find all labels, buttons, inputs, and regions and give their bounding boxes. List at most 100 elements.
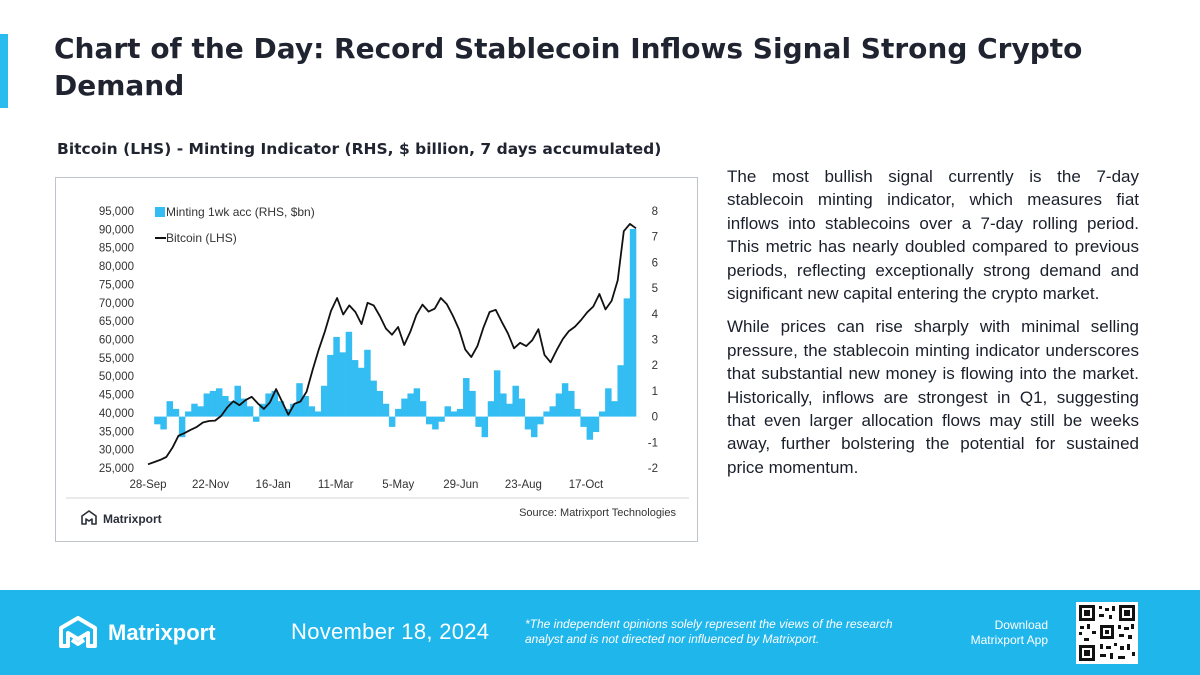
footer-brand: Matrixport — [108, 620, 216, 645]
commentary: The most bullish signal currently is the… — [727, 165, 1139, 489]
download-app-link[interactable]: Download Matrixport App — [970, 618, 1048, 647]
chart-matrixport-logo-icon — [81, 510, 97, 525]
minting-bar — [253, 416, 260, 422]
y-right-tick-label: 5 — [652, 283, 658, 295]
minting-bar — [395, 408, 402, 417]
minting-bar — [475, 416, 482, 427]
minting-bar — [456, 408, 464, 417]
minting-bar — [222, 396, 229, 417]
minting-bar — [518, 398, 526, 417]
x-tick-label: 28-Sep — [129, 479, 166, 491]
minting-bar — [605, 388, 612, 417]
y-left-tick-label: 50,000 — [99, 371, 134, 383]
minting-bar — [277, 401, 285, 417]
minting-bar — [191, 403, 198, 417]
minting-bar — [154, 416, 161, 425]
minting-bar — [185, 411, 192, 417]
minting-bar — [555, 393, 563, 417]
minting-bar — [370, 380, 377, 417]
matrixport-logo-icon — [59, 616, 97, 648]
minting-bar — [160, 416, 167, 430]
minting-bar — [388, 416, 396, 427]
minting-bar — [364, 349, 371, 417]
legend-minting-label: Minting 1wk acc (RHS, $bn) — [166, 205, 315, 219]
y-right-tick-label: 4 — [652, 309, 659, 321]
minting-bar — [543, 411, 550, 417]
minting-bar — [568, 390, 575, 417]
minting-bar — [463, 378, 470, 417]
minting-bar — [574, 408, 581, 417]
y-right-tick-label: -1 — [648, 437, 658, 449]
minting-bar — [561, 383, 569, 417]
x-tick-label: 29-Jun — [443, 479, 478, 491]
minting-bar — [178, 416, 186, 438]
minting-bar — [302, 396, 309, 417]
minting-bar — [382, 403, 390, 417]
minting-bar — [320, 385, 328, 417]
minting-bar — [166, 401, 174, 417]
y-right-tick-label: 8 — [652, 206, 658, 218]
minting-bar — [500, 393, 507, 417]
chart-source-label: Source: Matrixport Technologies — [519, 507, 676, 519]
minting-bar — [351, 360, 359, 417]
minting-bar — [308, 406, 316, 417]
minting-bar — [469, 390, 476, 417]
minting-bar — [358, 367, 365, 417]
minting-bar — [580, 416, 587, 427]
minting-bar — [401, 398, 408, 417]
y-left-tick-label: 70,000 — [99, 298, 134, 310]
y-right-tick-label: -2 — [648, 463, 658, 475]
minting-bar — [623, 298, 631, 417]
y-left-tick-label: 35,000 — [99, 426, 134, 438]
minting-bar — [487, 401, 495, 417]
y-left-tick-label: 30,000 — [99, 445, 134, 457]
minting-bar — [617, 365, 624, 417]
y-left-tick-label: 45,000 — [99, 390, 134, 402]
y-left-tick-label: 60,000 — [99, 335, 134, 347]
y-left-tick-label: 65,000 — [99, 316, 134, 328]
x-tick-label: 16-Jan — [256, 479, 291, 491]
y-left-tick-label: 55,000 — [99, 353, 134, 365]
y-left-tick-label: 40,000 — [99, 408, 134, 420]
chart-logo-text: Matrixport — [103, 512, 162, 526]
minting-bar — [228, 401, 235, 417]
minting-bar — [524, 416, 532, 430]
y-right-tick-label: 6 — [652, 257, 658, 269]
minting-bar — [339, 352, 346, 417]
minting-bar — [407, 393, 414, 417]
minting-bar — [425, 416, 433, 425]
minting-bar — [376, 390, 384, 417]
minting-bar — [506, 403, 513, 417]
y-right-tick-label: 1 — [652, 386, 658, 398]
minting-bar — [333, 336, 340, 417]
minting-bar — [296, 383, 303, 417]
minting-bar — [493, 370, 501, 417]
minting-bar — [234, 385, 241, 417]
qr-code-icon[interactable] — [1076, 602, 1138, 664]
y-left-tick-label: 25,000 — [99, 463, 134, 475]
y-right-tick-label: 7 — [652, 232, 658, 244]
y-left-tick-label: 95,000 — [99, 206, 134, 218]
minting-bar — [203, 393, 211, 417]
minting-bar — [345, 331, 353, 417]
page-title: Chart of the Day: Record Stablecoin Infl… — [54, 32, 1083, 102]
commentary-paragraph-1: The most bullish signal currently is the… — [727, 167, 1139, 304]
y-left-tick-label: 90,000 — [99, 224, 134, 236]
chart-heading: Bitcoin (LHS) - Minting Indicator (RHS, … — [57, 140, 662, 158]
minting-bar — [611, 401, 618, 417]
minting-bar — [450, 411, 458, 417]
footer-date: November 18, 2024 — [291, 619, 490, 644]
footer-disclaimer: *The independent opinions solely represe… — [525, 617, 893, 646]
y-left-tick-label: 75,000 — [99, 279, 134, 291]
minting-bar — [481, 416, 489, 438]
bitcoin-price-line — [147, 223, 637, 466]
x-tick-label: 23-Aug — [505, 479, 542, 491]
minting-bar — [240, 398, 248, 417]
x-tick-label: 22-Nov — [192, 479, 229, 491]
minting-bar — [432, 416, 439, 430]
minting-bar — [327, 354, 334, 417]
legend-bitcoin-label: Bitcoin (LHS) — [166, 231, 237, 245]
y-right-tick-label: 0 — [652, 412, 658, 424]
minting-bar — [246, 406, 254, 417]
footer-bar: Matrixport November 18, 2024 *The indepe… — [0, 590, 1200, 675]
